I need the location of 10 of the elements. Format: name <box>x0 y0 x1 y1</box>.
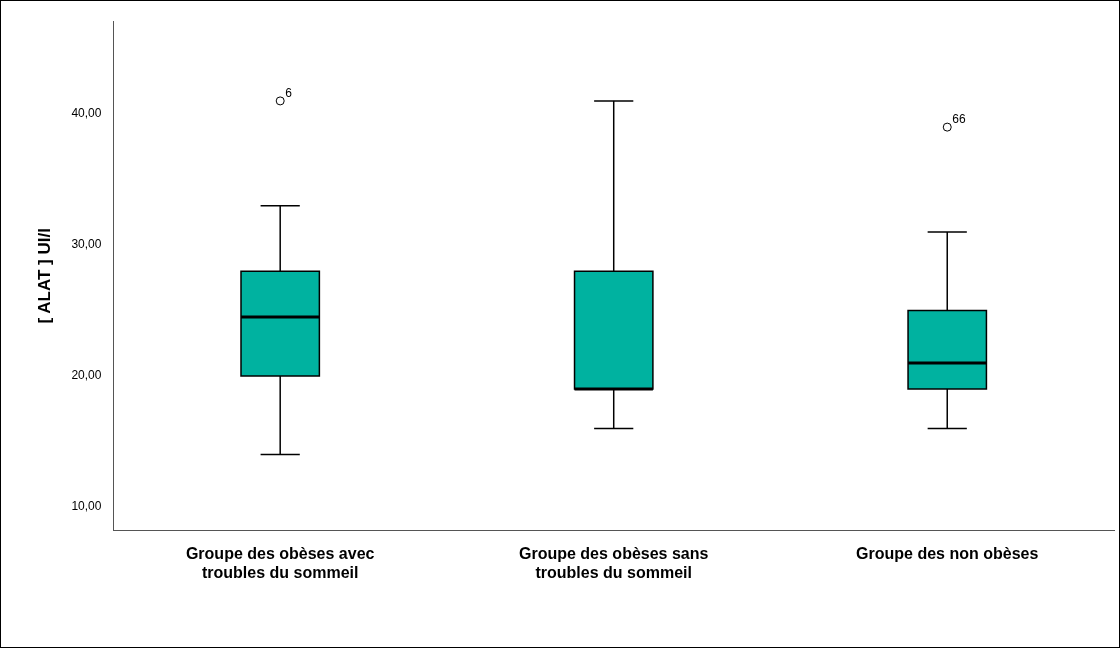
annotation: 66 <box>952 112 966 127</box>
x-tick-label: Groupe des non obèses <box>856 544 1039 562</box>
y-axis-title: [ ALAT ] UI/l <box>34 228 54 324</box>
x-tick-label: Groupe des obèses sans troubles du sommeil <box>519 544 709 581</box>
y-tick-label: 40,00 <box>71 106 102 121</box>
y-tick-label: 20,00 <box>71 368 102 383</box>
annotation: 6 <box>285 86 293 101</box>
x-tick-label: Groupe des obèses avec troubles du sommeil <box>185 544 375 581</box>
y-tick-label: 30,00 <box>71 237 102 252</box>
y-tick-label: 10,00 <box>71 499 102 514</box>
